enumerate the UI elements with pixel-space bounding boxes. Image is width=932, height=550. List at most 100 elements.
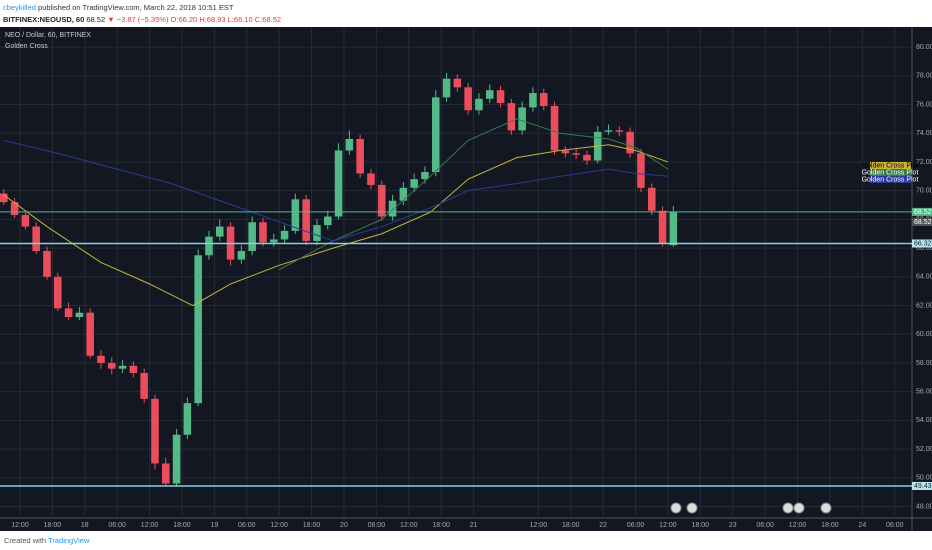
ma-line	[3, 139, 668, 242]
candle-body	[637, 153, 645, 188]
x-tick-label: 19	[210, 522, 218, 529]
legend-swatch	[870, 162, 911, 169]
y-tick-label: 52.00	[916, 446, 932, 453]
x-tick-label: 06:00	[368, 522, 386, 529]
x-tick-label: 12:00	[789, 522, 807, 529]
candle-body	[161, 463, 170, 484]
candle-body	[194, 255, 202, 404]
candle-body	[388, 200, 397, 217]
y-tick-label: 70.00	[916, 188, 932, 195]
candle-body	[248, 222, 256, 251]
legend-label: Golden Cross Plot	[862, 169, 919, 176]
event-icon	[670, 502, 682, 514]
candle-body	[269, 239, 278, 243]
y-tick-label: 64.00	[916, 274, 932, 281]
y-tick-label: 74.00	[916, 130, 932, 137]
candle-body	[410, 179, 418, 188]
candle-body	[442, 78, 451, 98]
candle-body	[259, 222, 267, 243]
price-tag	[912, 217, 932, 226]
candle-body	[421, 172, 429, 180]
candle-body	[21, 215, 30, 227]
candle-body	[313, 225, 321, 241]
x-tick-label: 18	[81, 522, 89, 529]
x-tick-label: 18:00	[692, 522, 710, 529]
candle-body	[399, 187, 408, 201]
candle-body	[496, 90, 505, 104]
y-tick-label: 50.00	[916, 475, 932, 482]
last: 68.52	[86, 15, 106, 24]
candle-body	[529, 93, 537, 108]
candle-body	[172, 434, 181, 484]
price-tag-label: 68.52	[914, 219, 932, 226]
candle-body	[43, 250, 51, 277]
candle-body	[453, 78, 462, 88]
chart-subtitle: Golden Cross	[5, 43, 48, 50]
candle-body	[345, 138, 354, 151]
legend-swatch	[870, 176, 911, 183]
candle-body	[561, 150, 570, 154]
y-tick-label: 48.00	[916, 503, 932, 510]
price-tag	[912, 239, 932, 248]
y-tick-label: 58.00	[916, 360, 932, 367]
candle-body	[550, 105, 559, 151]
candle-body	[604, 130, 613, 132]
candle-body	[215, 226, 224, 237]
candle-body	[86, 312, 94, 356]
candle-body	[334, 150, 343, 217]
event-icon	[782, 502, 794, 514]
candle-body	[205, 236, 213, 256]
price-tag-label: 68.52	[914, 209, 932, 216]
legend-label: Golden Cross Plot	[862, 176, 919, 183]
x-tick-label: 06:00	[886, 522, 904, 529]
candle-body	[323, 216, 332, 226]
x-tick-label: 06:00	[108, 522, 126, 529]
price-tag	[912, 481, 932, 490]
candle-body	[291, 199, 300, 231]
price-tag-label: 66.32	[914, 240, 932, 247]
x-tick-label: 20	[340, 522, 348, 529]
candle-body	[32, 226, 40, 251]
x-tick-label: 18:00	[562, 522, 580, 529]
chart: 48.00 50.00 52.00 54.00 56.00 58.00 60.00 62.00…	[0, 27, 932, 531]
brand[interactable]: TradingView	[48, 536, 90, 545]
candle-body	[280, 230, 289, 240]
x-tick-label: 18:00	[44, 522, 62, 529]
candle-body	[64, 308, 73, 318]
candle-body	[356, 138, 364, 174]
x-tick-label: 06:00	[627, 522, 645, 529]
candle-body	[151, 398, 159, 464]
ma-line	[3, 144, 669, 307]
candle-body	[431, 97, 440, 173]
x-tick-label: 21	[470, 522, 478, 529]
x-tick-label: 12:00	[659, 522, 677, 529]
event-icon	[793, 502, 805, 514]
symbol-line: BITFINEX:NEOUSD, 60 68.52 ▼ −3.87 (−5.35…	[3, 15, 281, 24]
x-tick-label: 18:00	[173, 522, 191, 529]
x-tick-label: 12:00	[400, 522, 418, 529]
x-tick-label: 22	[599, 522, 607, 529]
x-tick-label: 12:00	[141, 522, 159, 529]
legend-swatch	[870, 169, 911, 176]
chart-title: NEO / Dollar, 60, BITFINEX	[5, 32, 91, 39]
author[interactable]: cbeykilled	[3, 3, 36, 12]
candle-body	[626, 131, 634, 154]
x-tick-label: 18:00	[303, 522, 321, 529]
candle-body	[183, 403, 192, 435]
y-tick-label: 76.00	[916, 101, 932, 108]
x-tick-label: 23	[729, 522, 737, 529]
header-line: cbeykilled published on TradingView.com,…	[3, 3, 233, 12]
published: published on TradingView.com, March 22, …	[38, 3, 234, 12]
candle-body	[118, 365, 127, 369]
candle-body	[572, 153, 580, 155]
created: Created with	[4, 536, 47, 545]
candle-body	[140, 372, 148, 399]
price-tag	[912, 207, 932, 216]
x-tick-label: 18:00	[821, 522, 839, 529]
candle-body	[539, 93, 548, 106]
candle-body	[97, 355, 105, 363]
candle-body	[669, 211, 678, 246]
x-tick-label: 06:00	[238, 522, 256, 529]
candle-body	[647, 187, 656, 211]
